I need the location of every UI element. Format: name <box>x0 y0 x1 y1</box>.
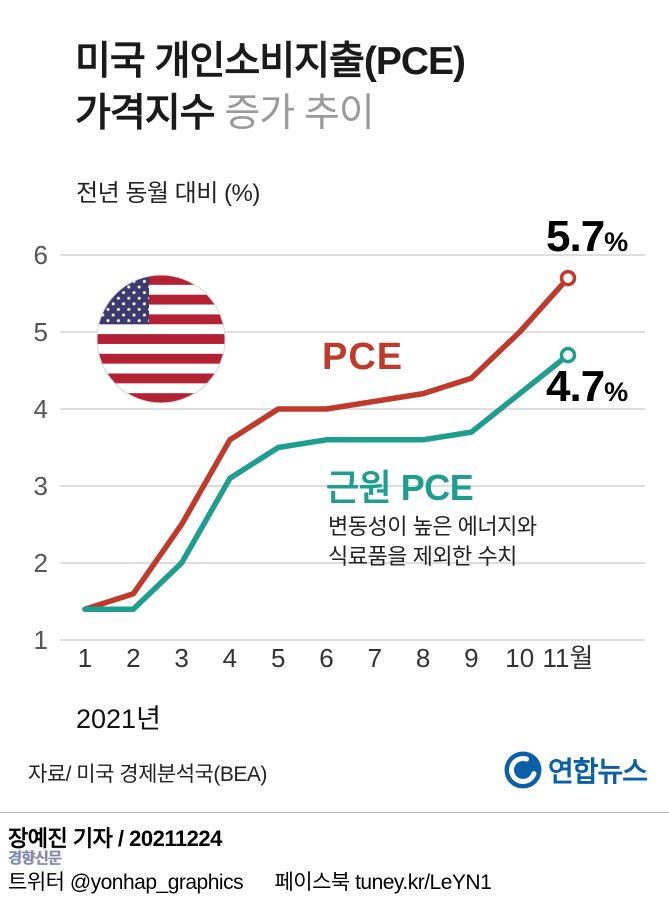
series-line-PCE <box>82 275 571 612</box>
annotation-line2: 식료품을 제외한 수치 <box>328 544 517 569</box>
footer-divider <box>0 812 669 813</box>
y-tick-label: 4 <box>34 394 48 424</box>
x-tick-label: 5 <box>271 643 285 673</box>
series-endpoint-PCE <box>559 269 577 287</box>
x-tick-label: 6 <box>319 643 333 673</box>
reporter-byline: 장예진 기자 / 20211224 <box>8 826 222 851</box>
pce-end-value: 5.7% <box>546 212 628 262</box>
core-pce-end-value: 4.7% <box>546 362 628 412</box>
title-text-1: 미국 개인소비지출(PCE) <box>75 40 466 83</box>
x-tick-label: 7 <box>368 643 382 673</box>
y-tick-label: 6 <box>34 240 48 270</box>
x-tick-label: 11월 <box>543 643 594 673</box>
core-pce-end-number: 4.7 <box>546 362 605 411</box>
social-links-line: 트위터 @yonhap_graphics 페이스북 tuney.kr/LeYN1 <box>8 866 492 896</box>
legend-core-pce-label: 근원 PCE <box>326 467 474 508</box>
legend-pce-label: PCE <box>322 336 404 378</box>
core-pce-end-unit: % <box>604 377 628 407</box>
y-tick-label: 3 <box>34 471 48 501</box>
title-text-2-light: 증가 추이 <box>214 92 374 135</box>
y-tick-label: 1 <box>34 625 48 655</box>
newspaper-watermark: 경향신문 <box>8 850 62 867</box>
series-line-근원 PCE <box>82 352 571 612</box>
x-tick-label: 9 <box>464 643 478 673</box>
agency-name: 연합뉴스 <box>548 756 648 787</box>
page-title-line2: 가격지수 증가 추이 <box>75 90 375 139</box>
page-title-line1: 미국 개인소비지출(PCE) <box>75 38 466 87</box>
x-tick-label: 10 <box>505 643 534 673</box>
agency-logo-block: 연합뉴스 <box>504 750 648 790</box>
yonhap-logo-icon <box>504 751 542 789</box>
pce-end-number: 5.7 <box>546 212 605 261</box>
x-tick-label: 2 <box>126 643 140 673</box>
title-text-2-strong: 가격지수 <box>75 92 216 135</box>
twitter-handle: @yonhap_graphics <box>69 871 244 894</box>
facebook-label: 페이스북 <box>274 871 350 894</box>
chart-subtitle: 전년 동월 대비 (%) <box>76 180 260 207</box>
x-tick-label: 4 <box>223 643 237 673</box>
core-pce-annotation: 변동성이 높은 에너지와 식료품을 제외한 수치 <box>328 512 537 572</box>
y-tick-label: 5 <box>34 317 48 347</box>
x-axis-year-label: 2021년 <box>76 704 161 734</box>
us-flag-icon <box>96 274 226 404</box>
twitter-label: 트위터 <box>8 871 65 894</box>
x-tick-label: 1 <box>78 643 92 673</box>
source-credit: 자료/ 미국 경제분석국(BEA) <box>28 763 267 786</box>
x-tick-label: 8 <box>416 643 430 673</box>
annotation-line1: 변동성이 높은 에너지와 <box>328 514 537 539</box>
facebook-handle: tuney.kr/LeYN1 <box>355 871 492 894</box>
y-tick-label: 2 <box>34 548 48 578</box>
series-endpoint-근원 PCE <box>559 346 577 364</box>
pce-end-unit: % <box>604 227 628 257</box>
pce-line-chart: 1 2 3 4 5 6 1 2 3 4 5 6 7 8 9 10 11월 <box>34 240 645 673</box>
x-tick-label: 3 <box>174 643 188 673</box>
